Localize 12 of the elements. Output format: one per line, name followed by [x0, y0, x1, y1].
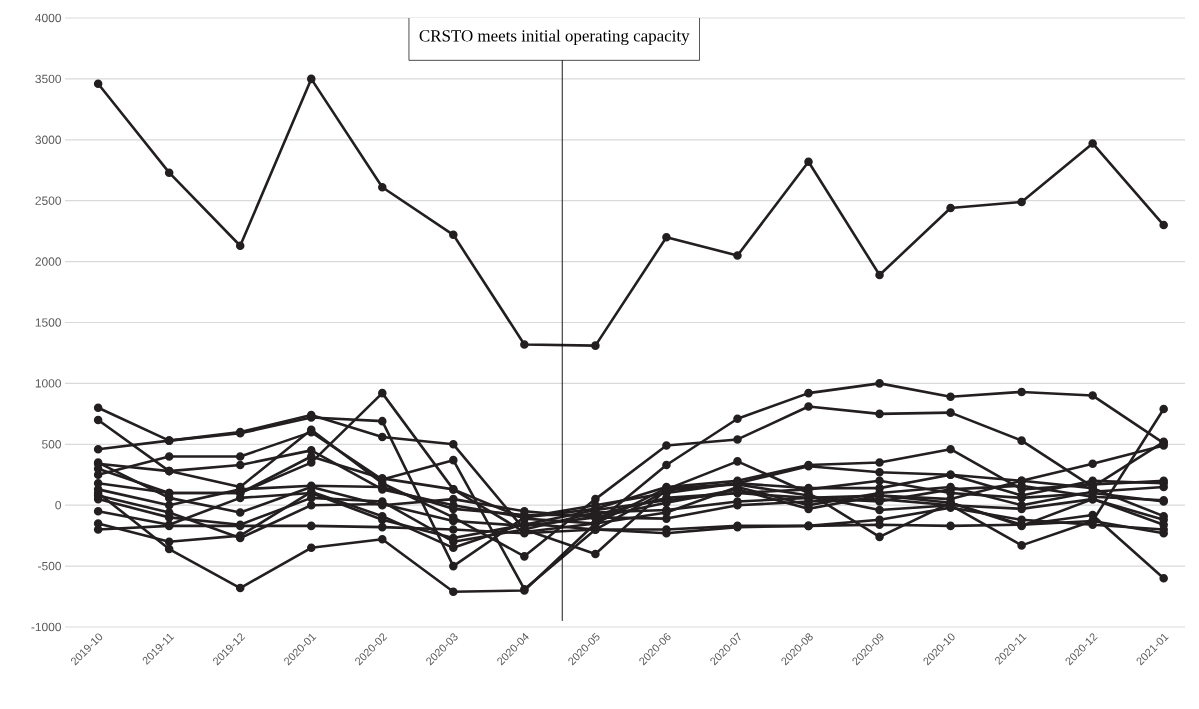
y-tick-label: 1000: [35, 379, 62, 388]
y-tick-label: 2500: [35, 196, 62, 205]
y-tick-label: 1500: [35, 318, 62, 327]
y-tick-label: 500: [42, 440, 62, 449]
y-tick-label: 3500: [35, 74, 62, 84]
y-tick-label: -500: [38, 561, 62, 571]
ref-line-label: CRSTO meets initial operating capacity: [419, 29, 690, 46]
y-tick-label: 3000: [35, 135, 62, 145]
y-tick-label: -1000: [31, 622, 62, 632]
y-tick-label: 2000: [35, 257, 62, 266]
y-tick-label: 4000: [35, 13, 62, 23]
y-tick-label: 0: [55, 500, 62, 510]
